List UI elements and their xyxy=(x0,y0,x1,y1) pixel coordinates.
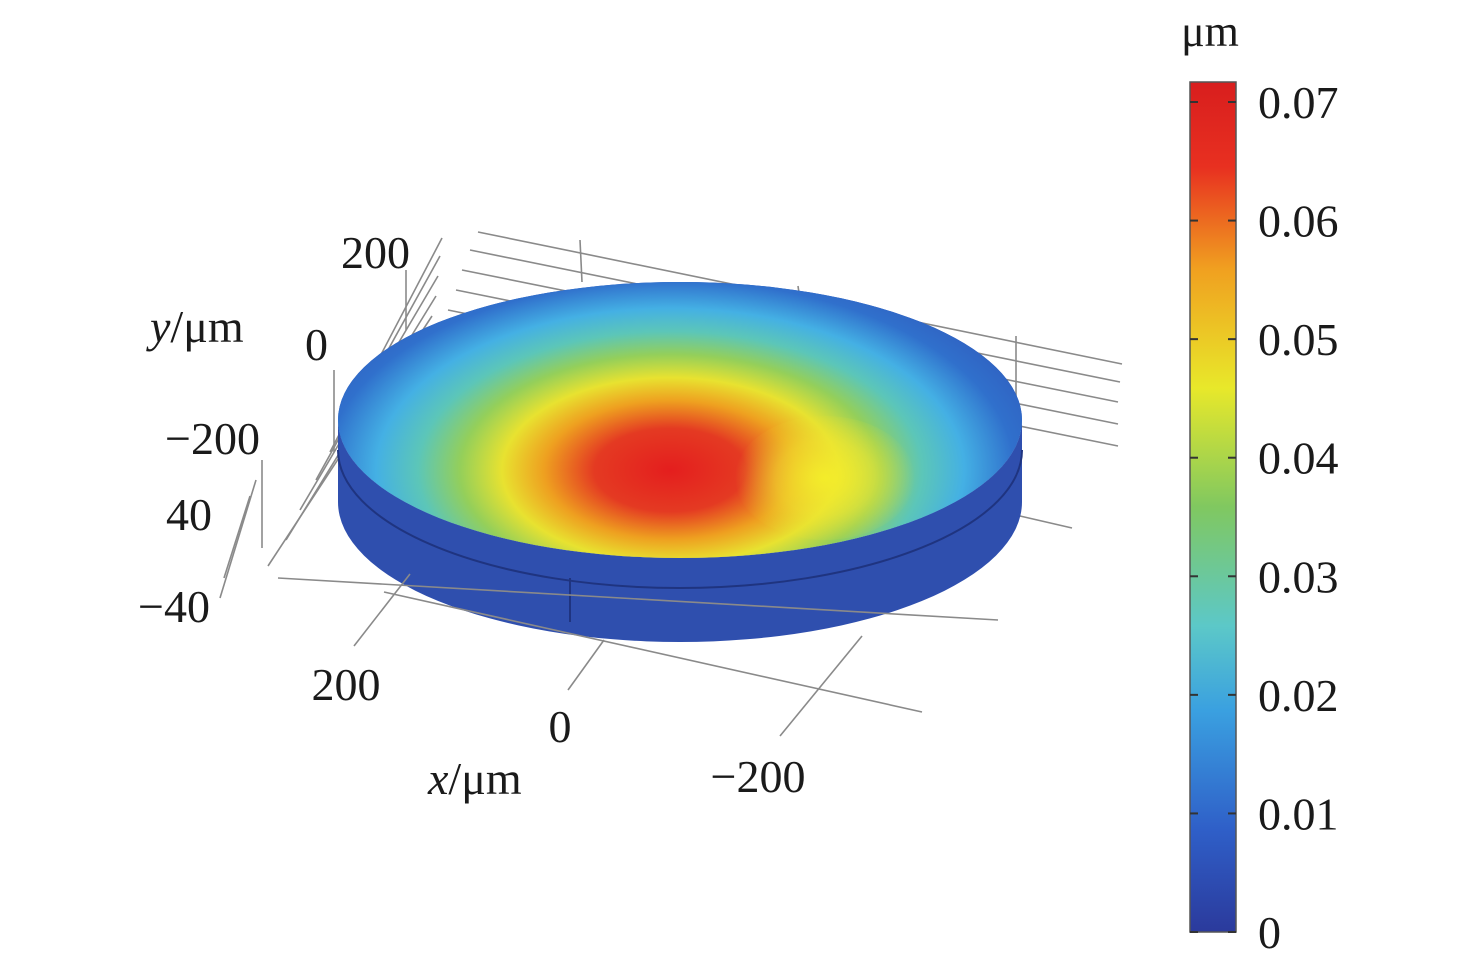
colorbar-tick-label: 0.01 xyxy=(1258,788,1339,839)
z-tick-neg40: −40 xyxy=(138,581,210,632)
x-axis-label: x/μm xyxy=(427,753,522,804)
colorbar-tick-label: 0.07 xyxy=(1258,77,1339,128)
y-tick-neg200: −200 xyxy=(165,413,260,464)
z-axis: 40 −40 xyxy=(138,489,212,632)
y-tick-200: 200 xyxy=(341,227,410,278)
y-axis: 200 0 −200 y/μm xyxy=(146,227,410,464)
colorbar-tick-label: 0.02 xyxy=(1258,670,1339,721)
y-axis-label: y/μm xyxy=(146,301,244,352)
x-tick-neg200: −200 xyxy=(711,751,806,802)
colorbar-gradient xyxy=(1189,81,1237,933)
x-tick-200: 200 xyxy=(312,659,381,710)
colorbar-unit: μm xyxy=(1181,7,1239,56)
disk-side xyxy=(337,420,1023,642)
colorbar-tick-label: 0.03 xyxy=(1258,551,1339,602)
colorbar: μm 0.07 0.06 0.05 0.04 0.03 0.02 0.01 0 xyxy=(1181,7,1338,958)
colorbar-tick-label: 0.04 xyxy=(1258,433,1339,484)
colorbar-tick-label: 0.05 xyxy=(1258,314,1339,365)
front-grid xyxy=(277,573,999,737)
colorbar-tick-label: 0.06 xyxy=(1258,196,1339,247)
z-tick-40: 40 xyxy=(166,489,212,540)
x-axis: 200 0 −200 x/μm xyxy=(312,659,806,804)
x-tick-0: 0 xyxy=(549,701,572,752)
colorbar-tick-label: 0 xyxy=(1258,907,1281,958)
colorbar-ticks: 0.07 0.06 0.05 0.04 0.03 0.02 0.01 0 xyxy=(1190,77,1339,958)
disk-top xyxy=(338,282,1022,558)
y-tick-0: 0 xyxy=(305,319,328,370)
